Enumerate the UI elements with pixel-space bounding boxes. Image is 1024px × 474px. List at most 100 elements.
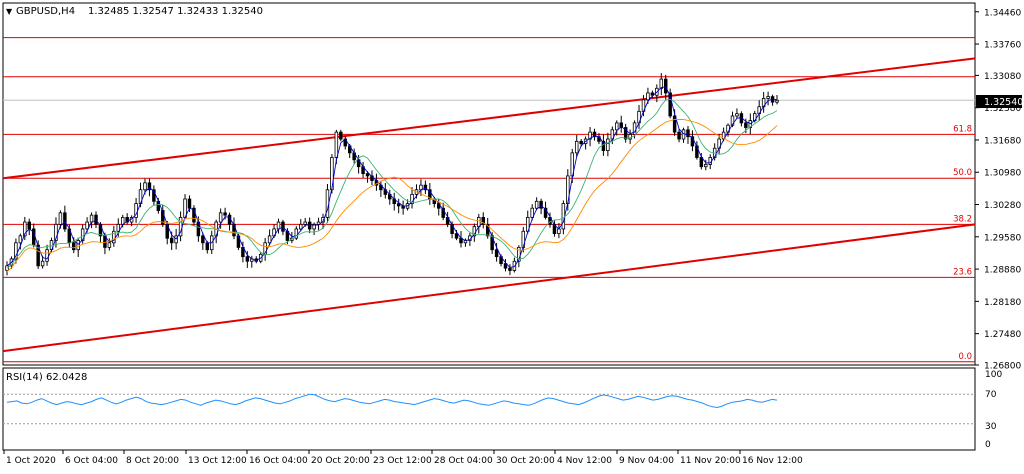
moving-average-line <box>6 98 778 269</box>
candle-bull <box>40 260 45 267</box>
candle-bear <box>672 115 677 133</box>
price-tick-label: 1.30280 <box>984 201 1021 211</box>
candle-bear <box>543 207 548 218</box>
candle-bull <box>276 221 281 230</box>
candle-bear <box>503 263 508 269</box>
trend-channel <box>2 57 976 353</box>
candle-bear <box>187 198 192 209</box>
candle-bear <box>690 136 695 147</box>
candle-bear <box>396 203 401 207</box>
price-tick-label: 1.27480 <box>984 330 1021 340</box>
channel-upper-line <box>2 57 976 180</box>
candle-bull <box>321 217 325 223</box>
candle-bull <box>299 223 303 230</box>
candle-bull <box>294 228 299 239</box>
candle-bear <box>441 207 445 218</box>
time-tick-label: 1 Oct 2020 <box>6 456 56 466</box>
current-price-marker <box>976 95 1022 108</box>
candle-bull <box>530 207 534 218</box>
moving-average-line <box>6 86 778 268</box>
candle-bear <box>192 207 196 223</box>
candle-bull <box>410 193 414 204</box>
candle-bear <box>152 189 156 202</box>
candle-bull <box>45 249 49 262</box>
candle-bear <box>677 131 681 140</box>
fib-level-label: 23.6 <box>953 267 972 277</box>
candle-bull <box>143 182 147 191</box>
candle-bear <box>623 127 628 140</box>
candle-bear <box>494 249 499 258</box>
candle-bear <box>281 221 285 232</box>
time-tick-label: 16 Oct 04:00 <box>249 456 308 466</box>
chart-ohlc: 1.32485 1.32547 1.32433 1.32540 <box>88 6 263 17</box>
rsi-line <box>6 393 778 409</box>
time-tick-label: 30 Oct 20:00 <box>496 456 555 466</box>
price-tick-label: 1.31680 <box>984 136 1021 146</box>
candle-bull <box>606 138 610 151</box>
time-tick-label: 11 Nov 20:00 <box>680 456 741 466</box>
candle-bear <box>668 92 672 117</box>
rsi-level-0: 0 <box>985 440 991 450</box>
fibonacci-labels: 61.8 50.0 38.2 23.6 0.0 <box>953 124 972 361</box>
candle-bull <box>334 131 339 158</box>
candle-bear <box>72 242 76 251</box>
candle-bear <box>201 235 205 244</box>
rsi-level-30: 30 <box>985 422 997 432</box>
candle-bull <box>107 242 112 248</box>
candle-bull <box>659 78 664 89</box>
current-price-label: 1.32540 <box>984 97 1023 108</box>
candle-bull <box>477 217 481 228</box>
candle-bull <box>574 140 579 154</box>
moving-average-line <box>6 119 778 272</box>
rsi-level-100: 100 <box>985 370 1002 380</box>
candle-bull <box>646 92 650 101</box>
symbol-dropdown-icon[interactable]: ▼ <box>6 7 13 16</box>
candle-bear <box>481 217 485 225</box>
candle-bear <box>245 256 250 262</box>
candle-bear <box>744 122 748 128</box>
rsi-panel-frame <box>2 367 976 451</box>
candle-bear <box>63 212 67 230</box>
candle-bull <box>312 223 316 230</box>
chart-symbol: GBPUSD,H4 <box>16 6 75 17</box>
price-tick-label: 1.30980 <box>984 169 1021 179</box>
price-tick-label: 1.28180 <box>984 298 1021 308</box>
candle-bull <box>735 113 739 117</box>
time-axis: 1 Oct 2020 6 Oct 04:00 8 Oct 20:00 13 Oct 1… <box>3 450 803 466</box>
rsi-title: RSI(14) 62.0428 <box>6 372 87 383</box>
candle-bear <box>423 184 428 191</box>
candle-bear <box>125 217 129 223</box>
time-tick-label: 23 Oct 12:00 <box>373 456 432 466</box>
candle-bear <box>365 173 370 177</box>
candle-bull <box>218 212 223 223</box>
candle-bull <box>23 221 27 237</box>
time-tick-label: 20 Oct 20:00 <box>311 456 370 466</box>
candle-bear <box>539 200 543 209</box>
candle-bull <box>588 131 592 140</box>
candle-bear <box>650 92 655 96</box>
candle-bear <box>686 129 690 138</box>
candle-bear <box>508 267 512 271</box>
candle-bear <box>663 78 668 94</box>
price-panel-frame <box>2 2 976 366</box>
candle-bull <box>534 200 539 209</box>
price-tick-label: 1.28880 <box>984 266 1021 276</box>
price-tick-label: 1.33760 <box>984 41 1021 51</box>
price-tick-label: 1.34460 <box>984 8 1021 18</box>
candle-bull <box>316 221 321 225</box>
channel-lower-line <box>2 223 976 353</box>
candle-bull <box>704 164 708 168</box>
candle-bear <box>169 237 174 244</box>
candle-bull <box>85 221 89 230</box>
price-tick-label: 1.26800 <box>984 362 1021 372</box>
candle-bull <box>615 122 619 131</box>
candle-bear <box>579 140 583 145</box>
candle-bull <box>766 96 770 99</box>
candle-bear <box>205 242 210 251</box>
candle-bull <box>775 99 779 103</box>
rsi-level-70: 70 <box>985 390 997 400</box>
time-tick-label: 9 Nov 04:00 <box>619 456 674 466</box>
candle-bear <box>454 233 459 239</box>
